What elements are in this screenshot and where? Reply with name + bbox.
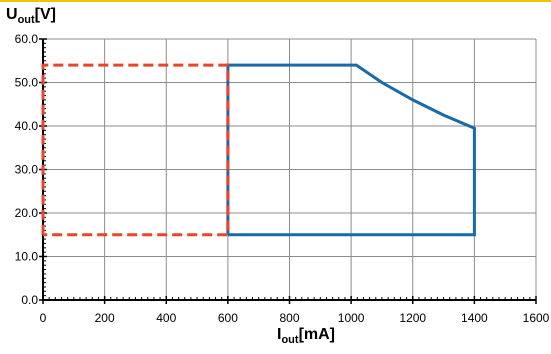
y-tick-label: 30.0 xyxy=(15,163,39,177)
x-tick-label: 1400 xyxy=(461,311,488,325)
y-tick-label: 40.0 xyxy=(15,119,39,133)
grid xyxy=(42,38,537,301)
axes xyxy=(39,38,537,304)
tick-labels: 0 200 400 600 800 1000 1200 1400 1600 0.0 10.0 20.0… xyxy=(15,32,550,325)
series-layer xyxy=(41,63,476,237)
series-line-1 xyxy=(226,63,476,237)
x-tick-label: 0 xyxy=(40,311,47,325)
y-tick-label: 0.0 xyxy=(21,293,38,307)
y-tick-label: 50.0 xyxy=(15,76,39,90)
x-tick-label: 800 xyxy=(279,311,299,325)
x-tick-label: 1000 xyxy=(338,311,365,325)
top-accent-bar xyxy=(0,0,551,2)
series-line-2 xyxy=(41,63,230,237)
y-tick-label: 20.0 xyxy=(15,206,39,220)
x-tick-label: 1600 xyxy=(523,311,550,325)
x-tick-label: 600 xyxy=(218,311,238,325)
x-tick-label: 1200 xyxy=(399,311,426,325)
x-tick-label: 200 xyxy=(95,311,115,325)
y-tick-label: 60.0 xyxy=(15,32,39,46)
y-tick-label: 10.0 xyxy=(15,250,39,264)
x-tick-label: 400 xyxy=(156,311,176,325)
y-axis-label: Uout[V] xyxy=(6,6,56,27)
x-axis-label: Iout[mA] xyxy=(277,326,335,347)
